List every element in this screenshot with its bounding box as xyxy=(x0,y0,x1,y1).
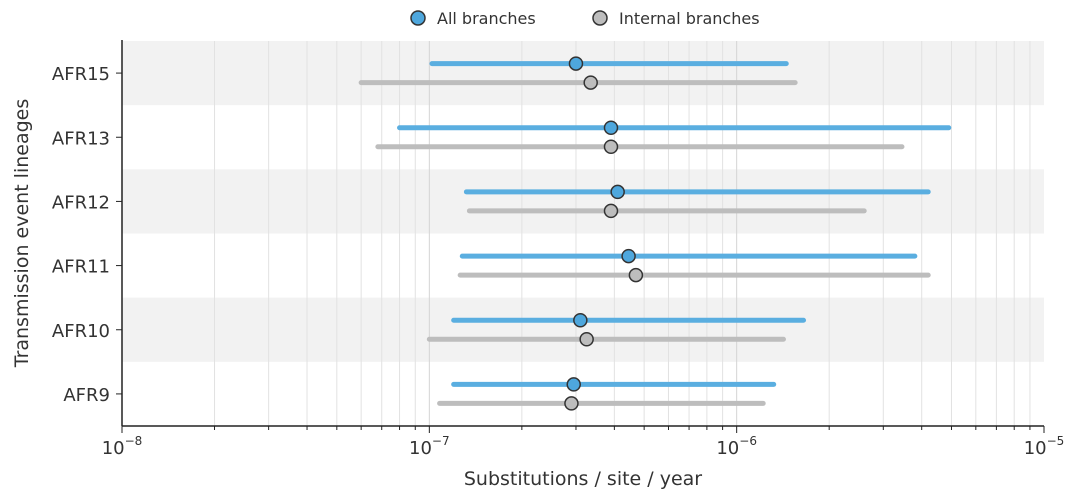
legend-marker xyxy=(592,10,608,26)
row-band xyxy=(122,169,1044,234)
median-point xyxy=(621,248,636,264)
category-label: AFR13 xyxy=(52,128,110,149)
median-point xyxy=(603,120,619,135)
median-point xyxy=(566,377,581,392)
row-bands xyxy=(122,41,1044,362)
median-point xyxy=(603,139,619,154)
median-point xyxy=(603,203,619,219)
x-ticks: 10−8 10−7 10−6 10−5 xyxy=(102,426,1065,459)
legend-marker xyxy=(410,10,426,26)
category-label: AFR15 xyxy=(52,64,110,85)
median-point xyxy=(583,75,598,90)
grid-lines xyxy=(214,41,1031,426)
category-label: AFR9 xyxy=(63,385,110,406)
category-label: AFR12 xyxy=(52,192,110,213)
category-label: AFR11 xyxy=(52,257,110,278)
x-tick-label: 10−6 xyxy=(716,434,757,459)
axes xyxy=(121,40,1044,427)
median-point xyxy=(628,267,644,283)
y-axis-title: Transmission event lineages xyxy=(11,99,33,369)
category-label: AFR10 xyxy=(52,321,110,342)
x-tick-label: 10−5 xyxy=(1024,434,1065,459)
legend: All branches Internal branches xyxy=(410,9,760,28)
legend-label: Internal branches xyxy=(619,9,760,28)
x-axis-title: Substitutions / site / year xyxy=(464,468,702,490)
median-point xyxy=(610,184,625,200)
x-tick-label: 10−8 xyxy=(102,434,143,459)
series-layer xyxy=(358,56,952,411)
row-band xyxy=(122,297,1044,362)
series-1 xyxy=(358,75,931,411)
row-band xyxy=(122,41,1044,106)
median-point xyxy=(564,396,579,411)
series-0 xyxy=(397,56,952,392)
y-category-labels: AFR15 AFR13 AFR12 AFR11 AFR10 AFR9 xyxy=(52,64,122,406)
median-point xyxy=(573,313,588,328)
median-point xyxy=(579,332,594,347)
legend-label: All branches xyxy=(437,9,536,28)
x-tick-label: 10−7 xyxy=(409,434,450,459)
median-point xyxy=(568,56,584,71)
